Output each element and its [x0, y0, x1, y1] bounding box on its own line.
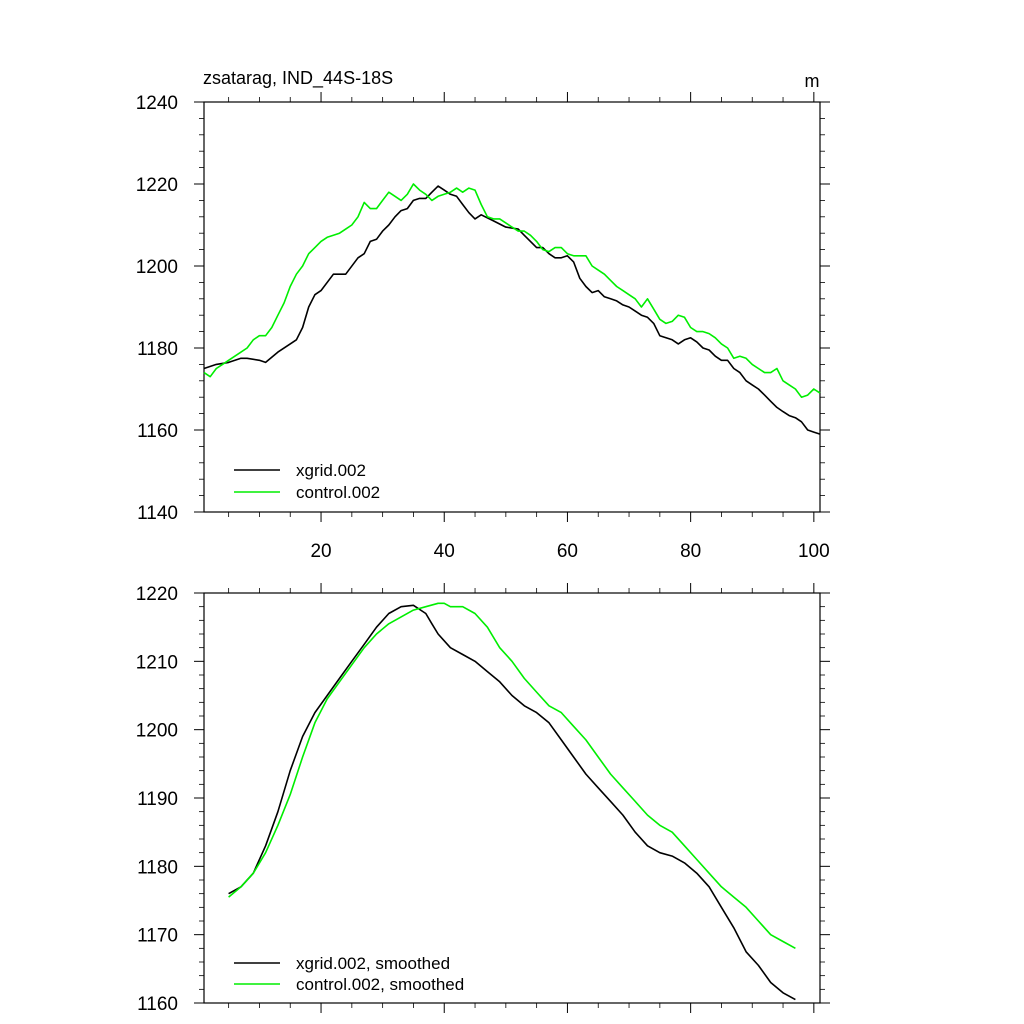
x-tick-label: 60: [557, 541, 578, 562]
y-tick-label: 1210: [136, 652, 178, 673]
y-tick-label: 1200: [136, 721, 178, 742]
x-tick-label: 40: [434, 541, 455, 562]
x-tick-label: 20: [310, 541, 331, 562]
bottom-panel-smoothed: 1160 1170 1180 1190 1200 1210 1220 xgrid.002, s…: [136, 583, 830, 1015]
legend-label-control: control.002: [296, 483, 380, 502]
plot-frame: [203, 592, 821, 1004]
y-tick-label: 1180: [137, 857, 178, 878]
series-line-control: [228, 602, 796, 950]
chart-title: zsatarag, IND_44S-18S: [203, 68, 393, 89]
y-tick-label: 1200: [136, 257, 178, 278]
y-tick-label: 1170: [137, 926, 178, 947]
top-panel-raw: 20 40 60 80 100 1140 1160 1180 1200 1220 1240 xgrid…: [136, 92, 830, 562]
series-line-xgrid: [203, 185, 821, 435]
series-line-control: [203, 183, 821, 399]
y-tick-label: 1160: [137, 994, 178, 1015]
y-tick-label: 1220: [136, 584, 178, 605]
y-tick-label: 1160: [137, 421, 178, 442]
legend-label-control: control.002, smoothed: [296, 975, 464, 994]
series-line-xgrid: [228, 604, 796, 1001]
legend-label-xgrid: xgrid.002: [296, 461, 366, 480]
y-tick-label: 1180: [137, 339, 178, 360]
y-tick-label: 1190: [137, 789, 178, 810]
y-tick-label: 1220: [136, 175, 178, 196]
y-tick-label: 1140: [137, 503, 178, 524]
y-tick-label: 1240: [136, 93, 178, 114]
x-tick-label: 80: [680, 541, 701, 562]
x-tick-label: 100: [798, 541, 830, 562]
legend-label-xgrid: xgrid.002, smoothed: [296, 954, 450, 973]
plot-frame: [203, 101, 821, 513]
units-label: m: [805, 71, 820, 91]
